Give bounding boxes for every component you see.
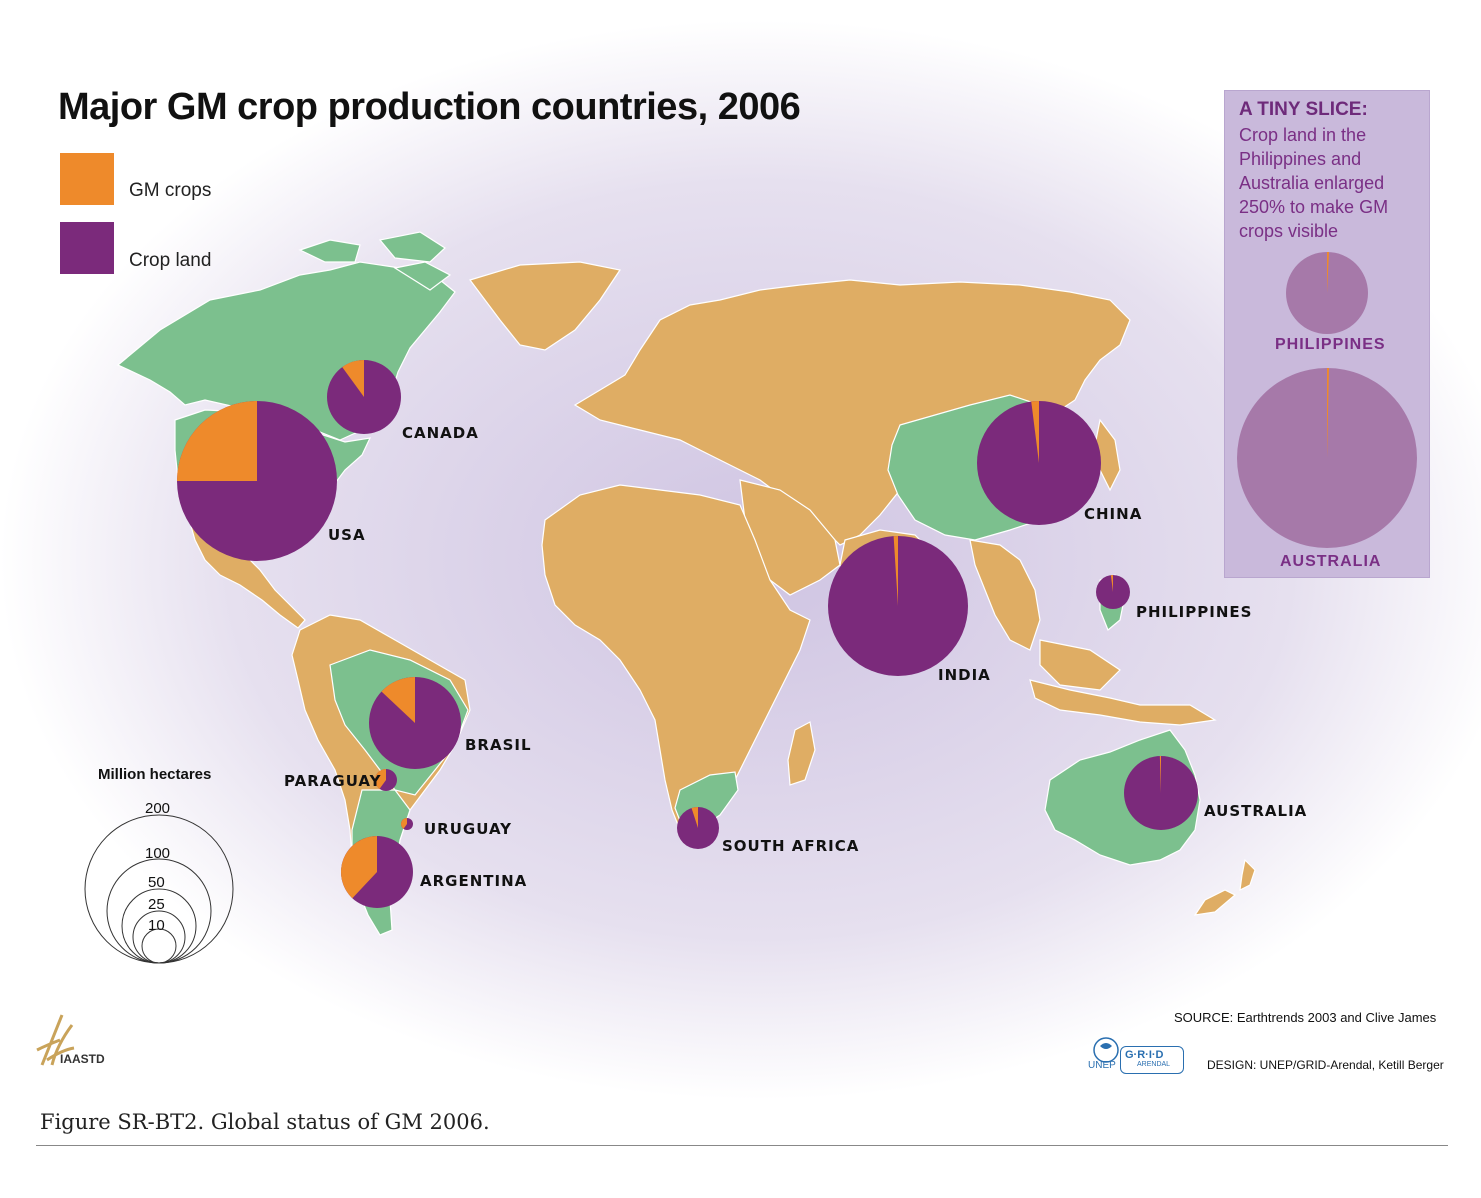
label-brasil: BRASIL [465,736,532,754]
pie-uruguay-gm-crops [400,818,407,829]
pie-south-africa [677,807,719,849]
inset-pie-philippines-gm [1327,252,1329,293]
label-india: INDIA [938,666,991,684]
inset-panel: A TINY SLICE: Crop land in the Philippin… [1224,90,1430,578]
inset-label-philippines: PHILIPPINES [1275,336,1386,353]
pie-china-gm-crops [1031,401,1039,463]
label-argentina: ARGENTINA [420,872,528,890]
pie-canada [327,360,401,434]
label-usa: USA [328,526,366,544]
country-pies [177,360,1198,908]
unep-logo [1093,1037,1119,1063]
pie-usa [177,401,337,561]
pie-argentina-gm-crops [341,836,377,899]
scale-circle-10 [141,928,177,964]
pie-paraguay-gm-crops [375,769,386,789]
pie-philippines-gm-crops [1110,575,1113,592]
inset-text: Crop land in the Philippines and Austral… [1239,125,1389,241]
pie-argentina [341,836,413,908]
label-australia: AUSTRALIA [1204,802,1308,820]
legend-label-gm-crops: GM crops [129,180,212,201]
label-uruguay: URUGUAY [424,820,512,838]
legend-swatch-gm-crops [60,153,114,205]
label-paraguay: PARAGUAY [284,772,382,790]
design-credit: DESIGN: UNEP/GRID-Arendal, Ketill Berger [1207,1058,1444,1072]
inset-pie-philippines [1286,252,1368,334]
pie-brasil-gm-crops [381,677,415,723]
inset-label-australia: AUSTRALIA [1280,553,1382,570]
legend-swatch-crop-land [60,222,114,274]
page-title: Major GM crop production countries, 2006 [58,86,801,128]
pie-canada-gm-crops [342,360,364,397]
scale-value-50: 50 [148,874,165,891]
pie-india [828,536,968,676]
inset-title: A TINY SLICE: [1239,99,1368,120]
scale-legend-circles [84,814,234,964]
caption-rule [36,1145,1448,1146]
pie-australia [1124,756,1198,830]
label-china: CHINA [1084,505,1143,523]
madagascar-landmass [787,721,816,786]
grid-logo-text: G·R·I·D [1125,1049,1164,1061]
unep-logo-text: UNEP [1088,1060,1116,1071]
scale-value-100: 100 [145,845,171,862]
new-zealand-landmass [1193,858,1256,916]
greenland-landmass [469,261,621,351]
indonesia-landmass [1029,679,1217,726]
scale-legend-title: Million hectares [98,766,212,783]
source-note: SOURCE: Earthtrends 2003 and Clive James [1174,1010,1437,1025]
pie-paraguay [375,769,397,791]
pie-south-africa-gm-crops [691,807,698,828]
pie-australia-gm-crops [1159,756,1161,793]
scale-value-200: 200 [145,800,171,817]
pie-brasil [369,677,461,769]
pie-india-gm-crops [893,536,898,606]
inset-pie-australia-gm [1327,368,1329,458]
southeast-asia-landmass [969,539,1121,691]
label-philippines: PHILIPPINES [1136,603,1253,621]
iaastd-logo-text: IAASTD [60,1052,105,1066]
arctic-islands [298,231,452,291]
label-south-africa: SOUTH AFRICA [722,837,860,855]
pie-china [977,401,1101,525]
pie-philippines [1096,575,1130,609]
inset-pie-australia [1237,368,1417,548]
pie-uruguay [400,818,413,830]
inset-pies [1237,252,1417,548]
iaastd-logo [36,1014,75,1066]
legend-label-crop-land: Crop land [129,250,212,271]
label-canada: CANADA [402,424,479,442]
pie-usa-gm-crops [177,401,257,481]
scale-value-10: 10 [148,917,165,934]
figure-caption: Figure SR-BT2. Global status of GM 2006. [40,1110,490,1134]
grid-logo-subtext: ARENDAL [1137,1061,1171,1068]
scale-value-25: 25 [148,896,165,913]
grid-logo: G·R·I·D ARENDAL [1120,1046,1184,1074]
